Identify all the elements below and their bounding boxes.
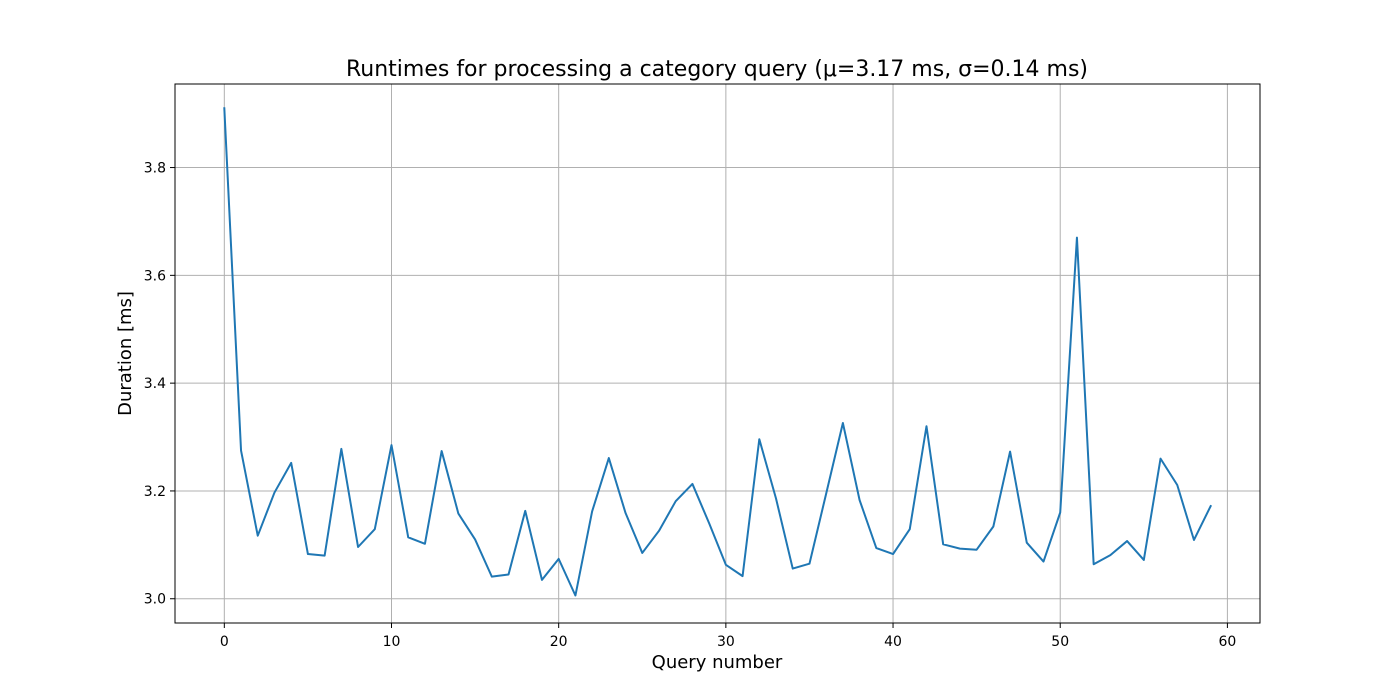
x-tick-label: 40	[884, 634, 902, 650]
y-tick-label: 3.8	[144, 161, 166, 177]
x-tick-label: 10	[383, 634, 401, 650]
x-axis-label: Query number	[652, 652, 783, 673]
chart-title: Runtimes for processing a category query…	[346, 57, 1088, 82]
x-tick-label: 0	[220, 634, 229, 650]
series	[223, 107, 1213, 597]
y-tick-label: 3.2	[144, 484, 166, 500]
y-tick-label: 3.4	[144, 376, 166, 392]
x-tick-label: 50	[1051, 634, 1069, 650]
y-tick-label: 3.6	[144, 268, 166, 284]
y-tick-label: 3.0	[144, 592, 166, 608]
x-tick-label: 20	[550, 634, 568, 650]
series-line	[223, 107, 1213, 597]
plot-frame	[174, 83, 1261, 624]
x-tick-label: 60	[1218, 634, 1236, 650]
y-axis-label: Duration [ms]	[115, 291, 136, 416]
ticks: 0 10 20 30 40 50 60 3.0 3.2 3.4 3.6 3.8	[144, 161, 1237, 650]
x-tick-label: 30	[717, 634, 735, 650]
grid	[175, 84, 1260, 623]
